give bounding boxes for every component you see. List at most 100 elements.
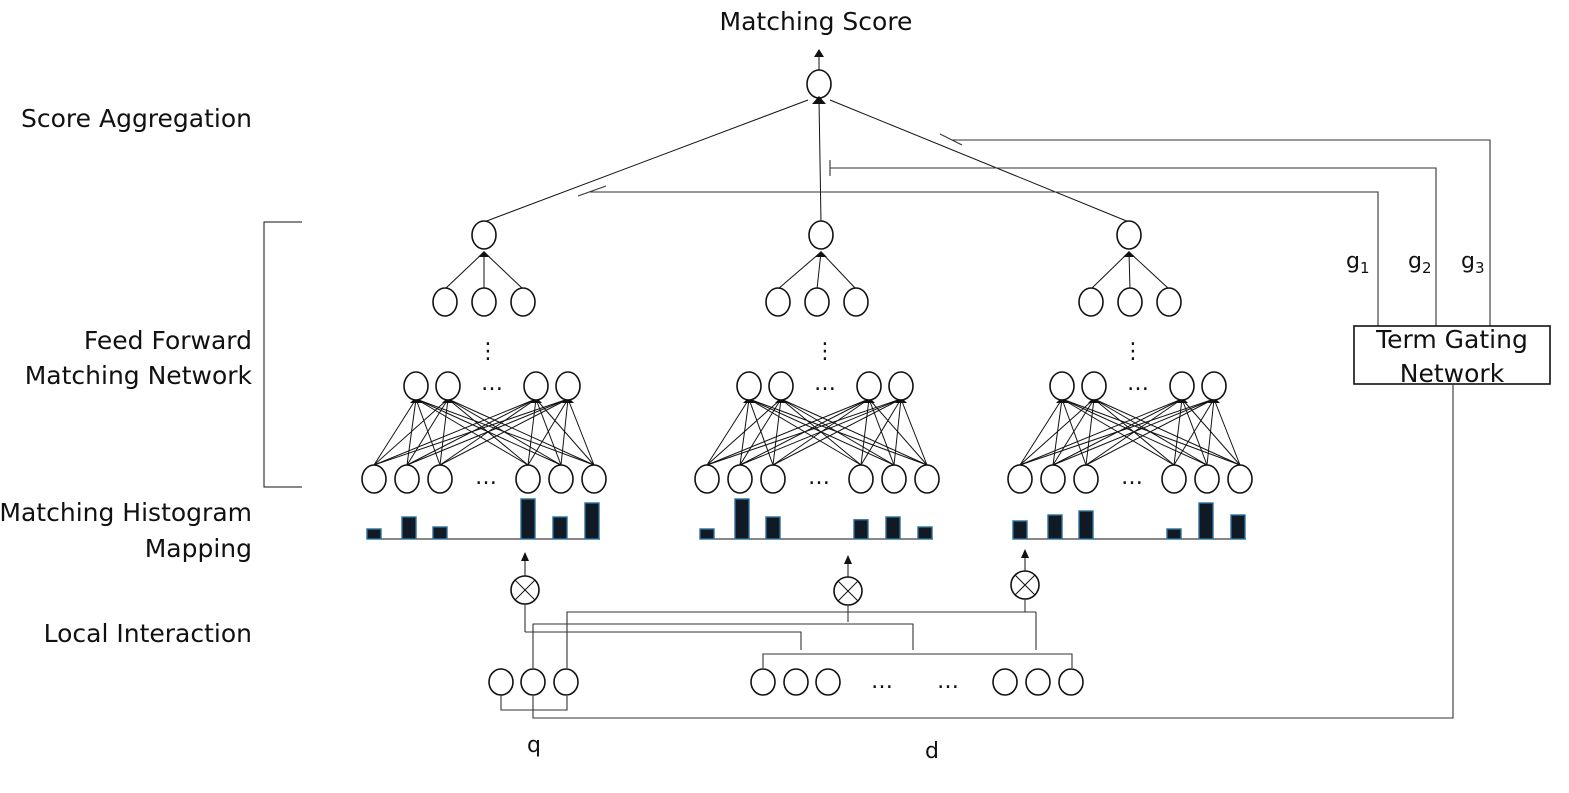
label-score-aggregation: Score Aggregation: [21, 104, 252, 133]
histogram-bar: [520, 498, 536, 540]
aggregation-edge-3: [829, 99, 1130, 223]
document-term-node: [1058, 668, 1084, 696]
histogram-bar: [1078, 510, 1094, 540]
document-term-node: [815, 668, 841, 696]
output-arrow-head: [814, 49, 824, 57]
hidden-node: [888, 371, 914, 401]
term-gating-label-line2: Network: [1400, 359, 1505, 388]
hidden-ellipsis: …: [481, 371, 503, 396]
input-node: [427, 464, 453, 494]
document-term-node: [750, 668, 776, 696]
tower-mid-node: [432, 287, 458, 317]
hidden-node: [1049, 371, 1075, 401]
input-node: [914, 464, 940, 494]
vertical-ellipsis: ⋮: [477, 339, 499, 364]
histogram-bar: [1230, 514, 1246, 540]
tower-mid-node: [1156, 287, 1182, 317]
document-term-node: [783, 668, 809, 696]
gate-wire-1: [590, 191, 1379, 326]
tower-2: ⋮ … …: [694, 220, 940, 540]
label-histogram-line2: Mapping: [145, 534, 252, 563]
interaction-operator-2: [833, 576, 863, 606]
interaction-wiring: [500, 384, 1454, 719]
aggregation-arrow-head: [812, 96, 826, 104]
input-ellipsis: …: [808, 465, 830, 490]
aggregation-edge-1: [483, 99, 809, 223]
input-node: [1040, 464, 1066, 494]
tower-top-node: [1116, 220, 1142, 250]
hidden-node: [1201, 371, 1227, 401]
input-node: [1227, 464, 1253, 494]
hidden-node: [736, 371, 762, 401]
tower-3: ⋮……: [1007, 220, 1253, 540]
label-feed-forward-line1: Feed Forward: [84, 326, 252, 355]
input-node: [515, 464, 541, 494]
label-feed-forward-line2: Matching Network: [25, 361, 253, 390]
input-node: [361, 464, 387, 494]
feed-forward-towers: ⋮……⋮……⋮……: [361, 220, 1253, 540]
interaction-operator-3: [1010, 570, 1040, 600]
input-node: [394, 464, 420, 494]
hidden-node: [1169, 371, 1195, 401]
hidden-ellipsis: …: [814, 371, 836, 396]
input-node: [848, 464, 874, 494]
tower-top-node: [471, 220, 497, 250]
input-node: [1073, 464, 1099, 494]
hidden-node: [768, 371, 794, 401]
query-term-node: [553, 668, 579, 696]
tower-mid-node: [1117, 287, 1143, 317]
term-gating-label-line1: Term Gating: [1375, 325, 1528, 354]
tower-mid-node: [843, 287, 869, 317]
input-node: [548, 464, 574, 494]
input-node: [1007, 464, 1033, 494]
document-ellipsis-1: …: [871, 669, 893, 694]
query-term-node: [520, 668, 546, 696]
input-node: [881, 464, 907, 494]
query-terms: [488, 668, 579, 696]
hidden-node: [1081, 371, 1107, 401]
document-terms: [750, 668, 1084, 696]
input-node: [1194, 464, 1220, 494]
tower-mid-node: [765, 287, 791, 317]
histogram-bar: [1012, 520, 1028, 540]
input-node: [694, 464, 720, 494]
interaction-operator-1: [510, 575, 540, 605]
histogram-bar: [699, 528, 715, 540]
document-label: d: [925, 739, 939, 764]
histogram-bar: [1198, 502, 1214, 540]
hidden-node: [523, 371, 549, 401]
feed-forward-bracket: [263, 221, 302, 488]
label-local-interaction: Local Interaction: [44, 619, 252, 648]
document-term-node: [1025, 668, 1051, 696]
document-ellipsis-2: …: [937, 669, 959, 694]
input-ellipsis: …: [1121, 465, 1143, 490]
aggregation-edge-2: [818, 99, 822, 223]
histogram-bar: [401, 516, 417, 540]
tower-top-node: [808, 220, 834, 250]
vertical-ellipsis: ⋮: [814, 339, 836, 364]
hidden-node: [856, 371, 882, 401]
tower-1: ⋮……: [361, 220, 607, 540]
output-node: [806, 69, 832, 99]
gate-tick-1: [577, 185, 607, 197]
gate-wire-2: [830, 167, 1437, 326]
hidden-node: [555, 371, 581, 401]
hidden-node: [435, 371, 461, 401]
tower-mid-node: [471, 287, 497, 317]
histogram-bar: [885, 516, 901, 540]
tower-mid-node: [1078, 287, 1104, 317]
document-term-node: [992, 668, 1018, 696]
histogram-bar: [734, 498, 750, 540]
query-label: q: [527, 733, 541, 758]
histogram-bar: [1047, 514, 1063, 540]
input-node: [581, 464, 607, 494]
gate-wire-3: [952, 139, 1491, 326]
diagram-title: Matching Score: [720, 7, 913, 36]
histogram-bar: [366, 528, 382, 540]
hidden-node: [403, 371, 429, 401]
hidden-ellipsis: …: [1127, 371, 1149, 396]
tower-mid-node: [804, 287, 830, 317]
input-node: [1161, 464, 1187, 494]
histogram-bar: [432, 526, 448, 540]
